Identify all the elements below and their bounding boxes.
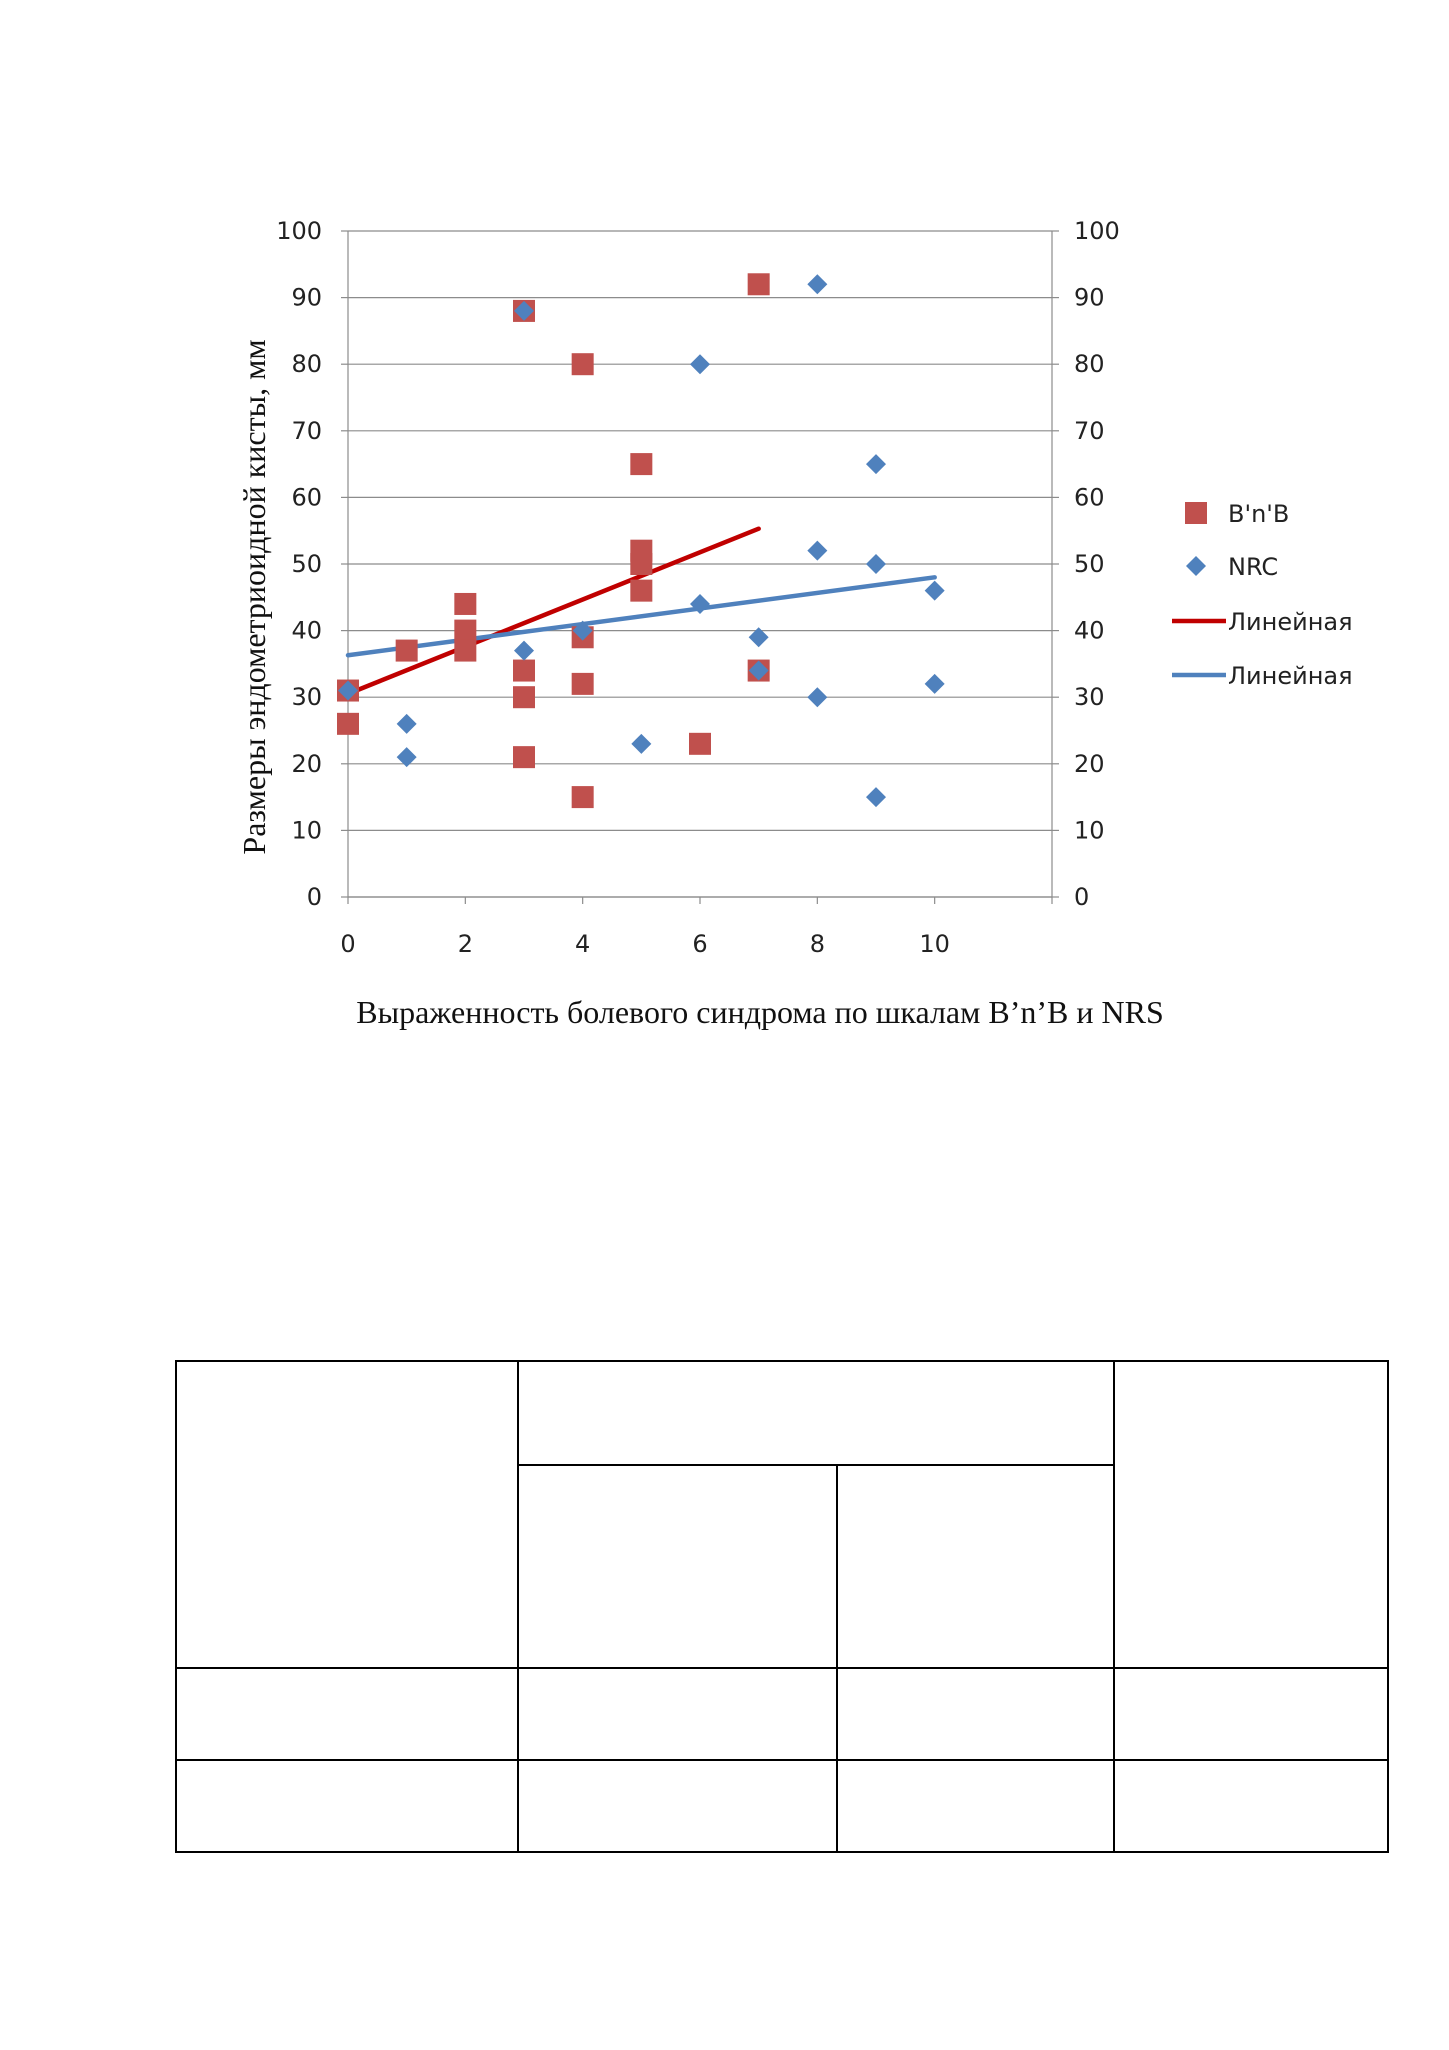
nrc-point — [514, 640, 534, 661]
y-tick-label: 20 — [291, 750, 322, 778]
y2-tick-label: 60 — [1074, 483, 1105, 511]
y-tick-label: 60 — [291, 483, 322, 511]
x-axis-title: Выраженность болевого синдрома по шкалам… — [356, 994, 1163, 1030]
nrc-point — [396, 713, 417, 734]
x-tick-label: 0 — [340, 930, 355, 958]
y-tick-label: 80 — [291, 350, 322, 378]
legend: B'n'B NRC Линейная Линейная — [1172, 500, 1353, 690]
table-cell — [517, 1759, 838, 1853]
x-tick-label: 8 — [810, 930, 825, 958]
legend-marker — [1186, 556, 1206, 576]
nrc-point — [924, 673, 945, 694]
bnb-point — [630, 453, 653, 476]
y2-tick-label: 50 — [1074, 550, 1105, 578]
x-tick-label: 6 — [692, 930, 707, 958]
nrc-point — [572, 620, 593, 641]
y2-tick-label: 40 — [1074, 617, 1105, 645]
trendline-2 — [345, 575, 937, 658]
y2-tick-label: 0 — [1074, 883, 1089, 911]
bnb-point — [454, 639, 477, 662]
table-cell — [1113, 1667, 1389, 1761]
nrc-point — [807, 687, 828, 708]
y-tick-label: 30 — [291, 683, 322, 711]
empty-table — [175, 1360, 1389, 1853]
nrc-point — [396, 747, 417, 768]
table-subheader-cell — [517, 1464, 838, 1669]
bnb-point — [689, 732, 711, 755]
nrc-point — [690, 593, 710, 614]
y-axis-title: Размеры эндометриоидной кисты, мм — [236, 339, 272, 854]
legend-label: Линейная — [1228, 608, 1353, 636]
legend-label: NRC — [1228, 553, 1278, 581]
nrc-point — [924, 580, 945, 601]
y2-tick-label: 90 — [1074, 284, 1105, 312]
bnb-point — [747, 273, 770, 296]
table-cell — [175, 1759, 519, 1853]
bnb-point — [630, 553, 653, 575]
trendlines — [345, 526, 937, 697]
bnb-point — [454, 592, 477, 615]
legend-label: Линейная — [1228, 662, 1353, 690]
y-tick-label: 90 — [291, 284, 322, 312]
gridlines — [348, 230, 1052, 898]
nrc-point — [631, 733, 652, 754]
y2-tick-label: 80 — [1074, 350, 1105, 378]
bnb-point — [513, 746, 535, 769]
bnb-point — [395, 639, 418, 662]
nrc-point — [690, 354, 710, 375]
y2-tick-label: 20 — [1074, 750, 1105, 778]
x-tick-label: 10 — [919, 930, 950, 958]
table-cell — [836, 1667, 1115, 1761]
bnb-point — [571, 786, 594, 809]
y-tick-label: 10 — [291, 816, 322, 844]
bnb-point — [513, 659, 535, 682]
table-subheader-cell — [836, 1464, 1115, 1669]
nrc-point — [866, 787, 886, 808]
table-header-cell — [1113, 1360, 1389, 1669]
legend-marker — [1185, 502, 1207, 524]
nrc-point — [338, 680, 358, 701]
nrc-point — [866, 554, 886, 574]
bnb-point — [337, 712, 359, 735]
trendline-1 — [345, 526, 761, 697]
y2-tick-label: 10 — [1074, 816, 1105, 844]
table-header-cell — [517, 1360, 1115, 1466]
y2-tick-label: 100 — [1074, 217, 1120, 245]
data-points — [337, 273, 945, 809]
y-tick-label: 70 — [291, 417, 322, 445]
table-header-cell — [175, 1360, 519, 1669]
nrc-point — [514, 300, 534, 321]
nrc-point — [748, 627, 769, 648]
table-cell — [517, 1667, 838, 1761]
nrc-point — [807, 540, 828, 561]
bnb-point — [630, 579, 653, 602]
x-tick-label: 2 — [458, 930, 473, 958]
nrc-point — [866, 454, 886, 475]
bnb-point — [454, 619, 477, 642]
table-cell — [175, 1667, 519, 1761]
table-cell — [836, 1759, 1115, 1853]
bnb-point — [571, 353, 594, 376]
nrc-point — [748, 660, 769, 681]
bnb-point — [571, 672, 594, 695]
x-tick-label: 4 — [575, 930, 590, 958]
y-tick-label: 0 — [307, 883, 322, 911]
y2-tick-label: 30 — [1074, 683, 1105, 711]
y2-tick-label: 70 — [1074, 417, 1105, 445]
table-cell — [1113, 1759, 1389, 1853]
bnb-point — [513, 686, 535, 709]
legend-label: B'n'B — [1228, 500, 1289, 528]
y-tick-label: 100 — [276, 217, 322, 245]
y-tick-label: 50 — [291, 550, 322, 578]
nrc-point — [807, 274, 828, 295]
y-tick-label: 40 — [291, 617, 322, 645]
